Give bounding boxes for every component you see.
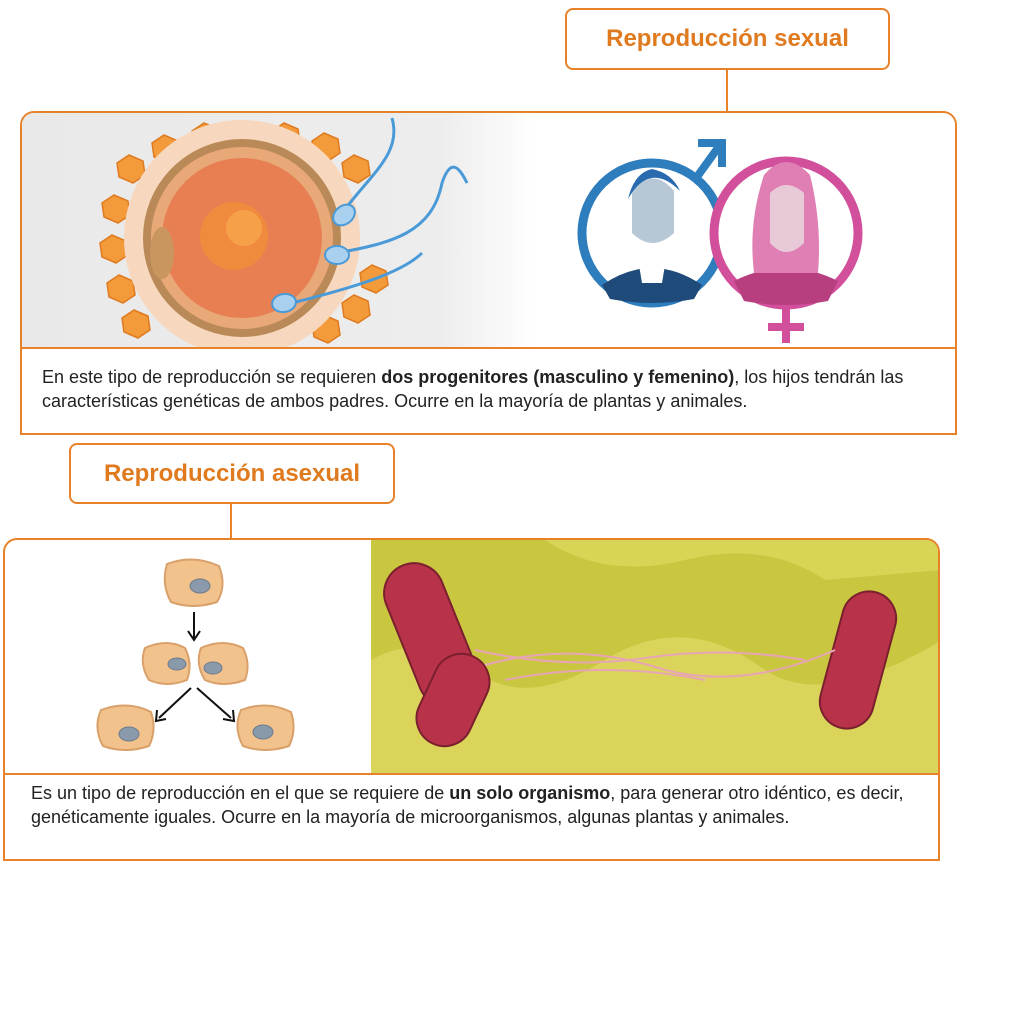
bacteria-micrograph	[371, 540, 938, 776]
sexual-text-bold: dos progenitores (masculino y femenino)	[381, 367, 735, 387]
cell-division-diagram	[96, 558, 295, 751]
sexual-card: En este tipo de reproducción se requiere…	[20, 111, 957, 435]
asexual-card: Es un tipo de reproducción en el que se …	[3, 538, 940, 861]
sexual-text-before: En este tipo de reproducción se requiere…	[42, 367, 382, 387]
egg-cell-illustration	[99, 120, 389, 356]
asexual-title: Reproducción asexual	[69, 443, 395, 504]
sexual-text-after: , los hijos tendrán las características …	[42, 367, 904, 411]
sexual-description: En este tipo de reproducción se requiere…	[22, 347, 955, 433]
sexual-title-label: Reproducción sexual	[606, 25, 849, 52]
asexual-text-before: Es un tipo de reproducción en el que se …	[31, 783, 450, 803]
male-symbol-icon	[690, 139, 726, 184]
sexual-illustration	[22, 113, 955, 356]
asexual-text-after: , para generar otro idéntico, es decir, …	[31, 783, 904, 827]
asexual-description: Es un tipo de reproducción en el que se …	[5, 773, 938, 859]
asexual-illustration	[96, 540, 938, 776]
asexual-text-bold: un solo organismo	[449, 783, 611, 803]
sexual-title: Reproducción sexual	[565, 8, 890, 70]
man-avatar-icon	[577, 158, 727, 308]
sexual-connector	[726, 70, 728, 111]
asexual-title-label: Reproducción asexual	[103, 459, 361, 487]
woman-avatar-icon	[709, 156, 863, 310]
fertilization-illustration	[99, 117, 863, 356]
asexual-connector	[230, 504, 232, 538]
female-symbol-icon	[768, 305, 804, 343]
sperm-icon	[291, 117, 469, 305]
